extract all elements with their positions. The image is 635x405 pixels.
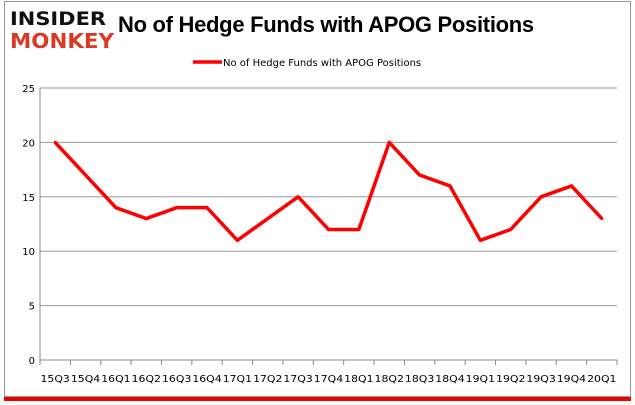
- data-point: [600, 217, 604, 221]
- data-point: [114, 206, 118, 210]
- data-point: [418, 173, 422, 177]
- data-point: [175, 206, 179, 210]
- x-tick-label: 17Q1: [223, 374, 252, 385]
- legend-label: No of Hedge Funds with APOG Positions: [223, 58, 421, 69]
- x-tick-label: 17Q2: [253, 374, 282, 385]
- x-tick-label: 18Q2: [375, 374, 404, 385]
- x-tick-label: 18Q3: [405, 374, 434, 385]
- x-tick-label: 18Q4: [435, 374, 464, 385]
- data-point: [266, 217, 270, 221]
- x-tick-label: 15Q4: [71, 374, 100, 385]
- data-point: [569, 184, 573, 188]
- data-point: [205, 206, 209, 210]
- data-point: [357, 227, 361, 231]
- x-tick-label: 16Q2: [132, 374, 161, 385]
- data-point: [387, 140, 391, 144]
- x-tick-label: 17Q4: [314, 374, 343, 385]
- y-tick-label: 25: [22, 84, 35, 95]
- data-point: [509, 227, 513, 231]
- x-tick-label: 19Q2: [496, 374, 525, 385]
- data-point: [84, 173, 88, 177]
- data-point: [327, 227, 330, 231]
- x-tick-label: 17Q3: [283, 374, 312, 385]
- data-point: [53, 140, 57, 144]
- data-point: [235, 238, 239, 242]
- x-tick-label: 16Q3: [162, 374, 191, 385]
- y-tick-label: 20: [22, 138, 35, 149]
- y-tick-label: 5: [29, 302, 35, 313]
- insider-monkey-logo: INSIDER MONKEY: [10, 8, 115, 50]
- data-point: [144, 217, 148, 221]
- x-tick-label: 20Q1: [587, 374, 616, 385]
- data-point: [448, 184, 452, 188]
- x-tick-label: 16Q1: [101, 374, 130, 385]
- data-point: [296, 195, 300, 199]
- x-tick-label: 19Q4: [557, 374, 586, 385]
- svg-text:INSIDER: INSIDER: [10, 8, 106, 30]
- y-tick-label: 0: [29, 356, 35, 367]
- x-tick-label: 19Q3: [526, 374, 555, 385]
- data-point: [539, 195, 543, 199]
- series-line: [53, 140, 604, 243]
- x-tick-label: 19Q1: [466, 374, 495, 385]
- svg-text:MONKEY: MONKEY: [10, 29, 115, 50]
- chart-title: No of Hedge Funds with APOG Positions: [118, 12, 534, 37]
- x-tick-label: 15Q3: [41, 374, 70, 385]
- x-tick-label: 18Q1: [344, 374, 373, 385]
- y-tick-label: 15: [22, 193, 35, 204]
- data-point: [478, 238, 482, 242]
- y-tick-label: 10: [22, 247, 35, 258]
- x-tick-label: 16Q4: [192, 374, 221, 385]
